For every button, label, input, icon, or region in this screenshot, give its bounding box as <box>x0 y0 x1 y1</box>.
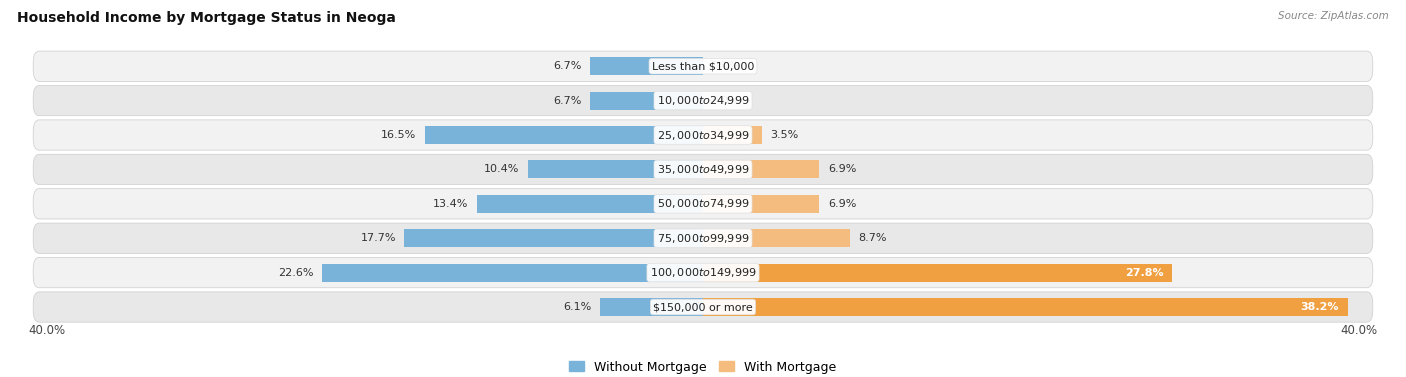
Text: $50,000 to $74,999: $50,000 to $74,999 <box>657 197 749 210</box>
FancyBboxPatch shape <box>34 292 1372 322</box>
Text: 40.0%: 40.0% <box>28 324 65 337</box>
Bar <box>425 126 703 144</box>
FancyBboxPatch shape <box>34 223 1372 253</box>
Text: Less than $10,000: Less than $10,000 <box>652 61 754 71</box>
Text: $75,000 to $99,999: $75,000 to $99,999 <box>657 232 749 245</box>
Bar <box>322 264 703 282</box>
Text: 3.5%: 3.5% <box>770 130 799 140</box>
Text: 0.0%: 0.0% <box>711 96 740 106</box>
Bar <box>703 126 762 144</box>
FancyBboxPatch shape <box>34 257 1372 288</box>
Text: 8.7%: 8.7% <box>858 233 887 243</box>
Bar <box>591 92 703 110</box>
FancyBboxPatch shape <box>34 188 1372 219</box>
FancyBboxPatch shape <box>34 86 1372 116</box>
Text: 6.7%: 6.7% <box>553 61 582 71</box>
Bar <box>591 57 703 75</box>
Legend: Without Mortgage, With Mortgage: Without Mortgage, With Mortgage <box>564 356 842 377</box>
Text: 6.9%: 6.9% <box>828 164 856 175</box>
Text: 27.8%: 27.8% <box>1125 268 1164 277</box>
Text: $100,000 to $149,999: $100,000 to $149,999 <box>650 266 756 279</box>
Text: 38.2%: 38.2% <box>1301 302 1339 312</box>
Text: $35,000 to $49,999: $35,000 to $49,999 <box>657 163 749 176</box>
Text: 16.5%: 16.5% <box>381 130 416 140</box>
Text: 0.0%: 0.0% <box>711 61 740 71</box>
Text: 6.9%: 6.9% <box>828 199 856 209</box>
Bar <box>527 161 703 178</box>
Bar <box>703 229 849 247</box>
Bar <box>703 161 820 178</box>
Text: 10.4%: 10.4% <box>484 164 519 175</box>
Text: $10,000 to $24,999: $10,000 to $24,999 <box>657 94 749 107</box>
Text: 6.7%: 6.7% <box>553 96 582 106</box>
Bar <box>600 298 703 316</box>
Text: 17.7%: 17.7% <box>360 233 396 243</box>
FancyBboxPatch shape <box>34 154 1372 185</box>
FancyBboxPatch shape <box>34 51 1372 81</box>
Bar <box>703 195 820 213</box>
FancyBboxPatch shape <box>34 120 1372 150</box>
Text: $150,000 or more: $150,000 or more <box>654 302 752 312</box>
Bar <box>477 195 703 213</box>
Text: 40.0%: 40.0% <box>1341 324 1378 337</box>
Text: 6.1%: 6.1% <box>564 302 592 312</box>
Text: $25,000 to $34,999: $25,000 to $34,999 <box>657 129 749 141</box>
Text: 22.6%: 22.6% <box>278 268 314 277</box>
Bar <box>405 229 703 247</box>
Text: Household Income by Mortgage Status in Neoga: Household Income by Mortgage Status in N… <box>17 11 395 25</box>
Text: Source: ZipAtlas.com: Source: ZipAtlas.com <box>1278 11 1389 21</box>
Text: 13.4%: 13.4% <box>433 199 468 209</box>
Bar <box>703 298 1347 316</box>
Bar <box>703 264 1173 282</box>
